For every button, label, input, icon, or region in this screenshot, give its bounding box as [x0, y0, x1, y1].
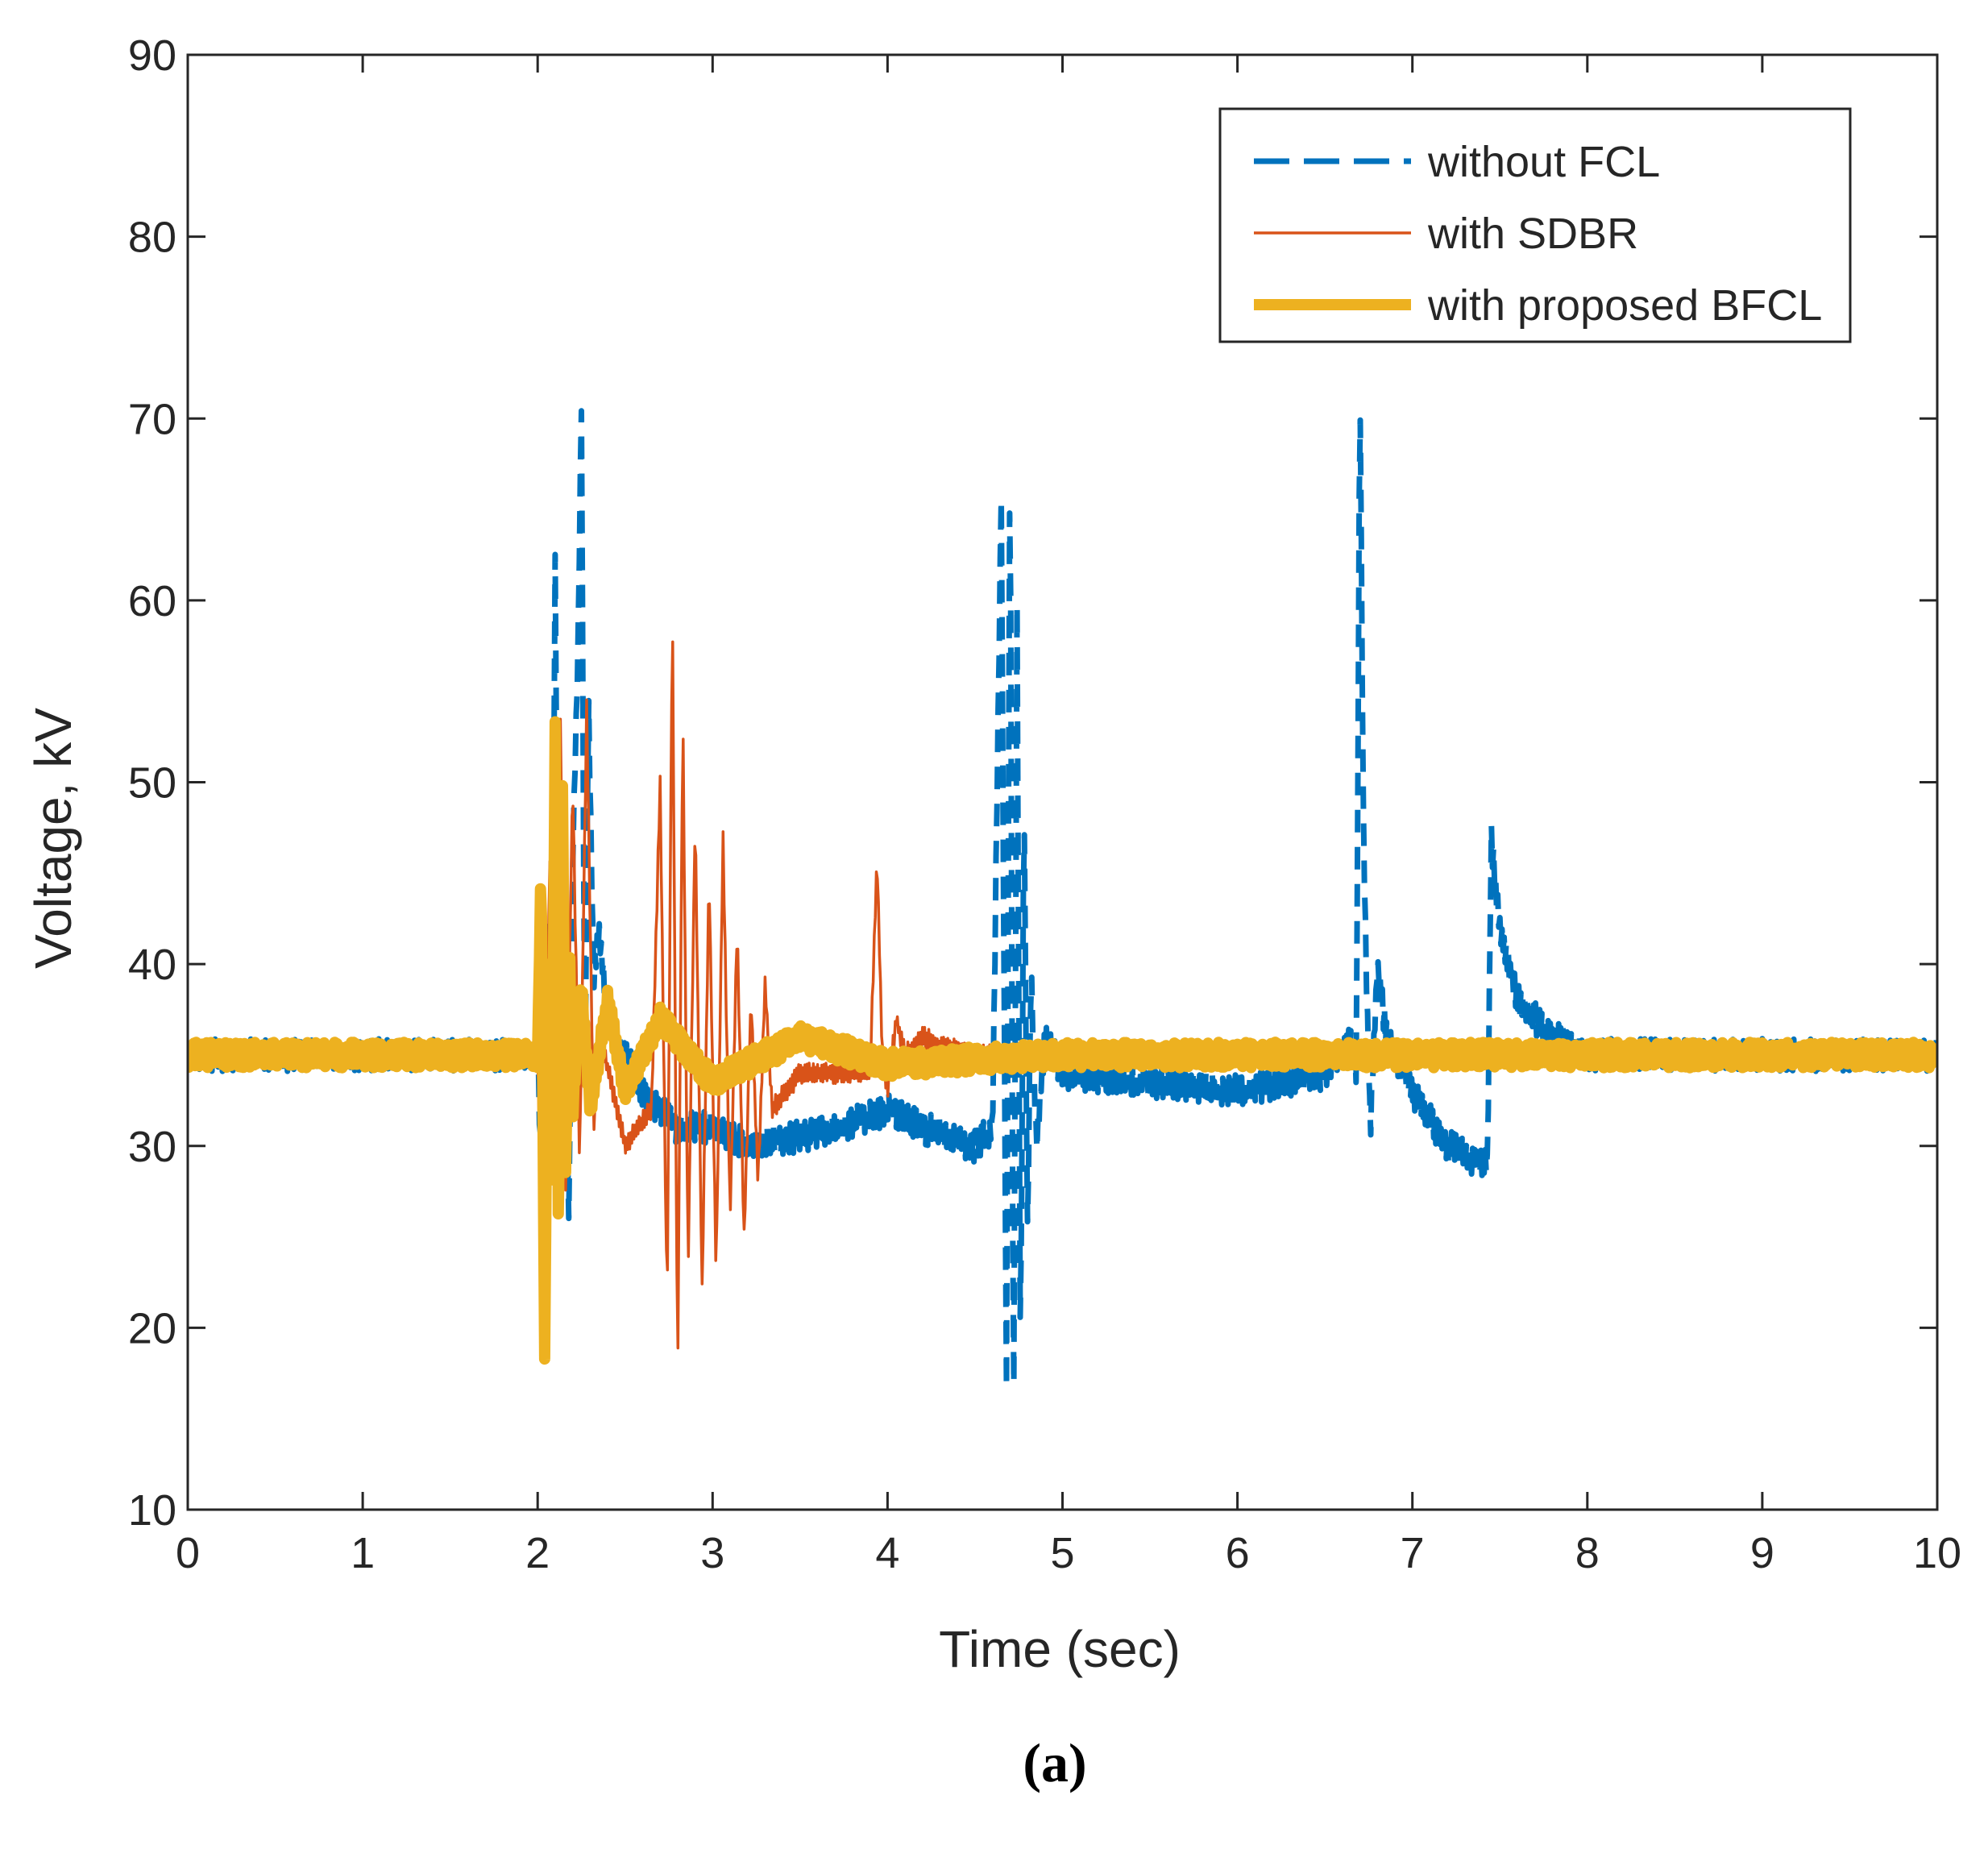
- y-tick-label: 70: [128, 395, 176, 443]
- y-tick-label: 50: [128, 759, 176, 808]
- y-tick-label: 30: [128, 1123, 176, 1171]
- x-tick-label: 7: [1401, 1529, 1425, 1577]
- x-tick-label: 9: [1750, 1529, 1774, 1577]
- legend: without FCL with SDBR with proposed BFCL: [1218, 107, 1852, 343]
- x-tick-label: 10: [1913, 1529, 1961, 1577]
- series-2: [188, 716, 1937, 1365]
- x-axis-title: Time (sec): [939, 1620, 1181, 1678]
- x-tick-label: 6: [1226, 1529, 1250, 1577]
- x-tick-label: 5: [1050, 1529, 1074, 1577]
- x-tick-label: 0: [176, 1529, 200, 1577]
- y-axis-title: Voltage, kV: [24, 708, 82, 969]
- y-tick-label: 80: [128, 214, 176, 262]
- y-tick-label: 90: [128, 31, 176, 80]
- series-line-2: [188, 716, 1937, 1365]
- legend-label-0: without FCL: [1427, 138, 1660, 186]
- y-tick-label: 10: [128, 1486, 176, 1535]
- y-tick-label: 20: [128, 1304, 176, 1352]
- x-tick-label: 3: [700, 1529, 724, 1577]
- x-tick-label: 1: [351, 1529, 375, 1577]
- x-tick-label: 4: [875, 1529, 899, 1577]
- x-tick-label: 2: [525, 1529, 550, 1577]
- legend-label-2: with proposed BFCL: [1427, 281, 1822, 330]
- axis-ticks: 0 1 2 3 4 5 6 7 8 9 10 10 20 30 40 50 60 70 80 90: [128, 31, 1961, 1577]
- figure-caption: (a): [1023, 1732, 1086, 1793]
- y-tick-label: 40: [128, 941, 176, 989]
- x-tick-label: 8: [1575, 1529, 1600, 1577]
- y-tick-label: 60: [128, 577, 176, 625]
- legend-label-1: with SDBR: [1427, 210, 1638, 258]
